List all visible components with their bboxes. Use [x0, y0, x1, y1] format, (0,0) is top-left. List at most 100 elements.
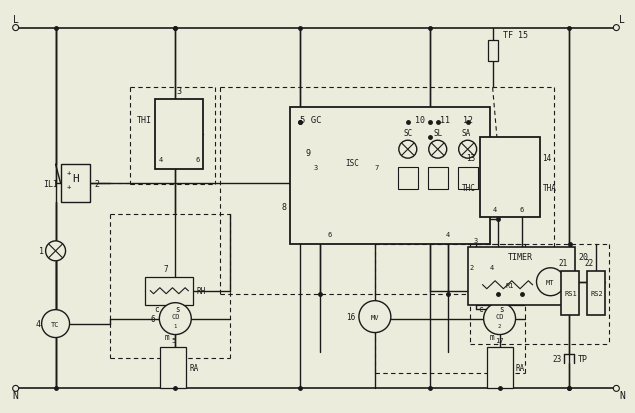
Text: CO: CO: [171, 313, 180, 319]
Text: 8: 8: [281, 203, 286, 212]
Text: 1: 1: [39, 247, 44, 256]
Text: SC: SC: [403, 129, 412, 138]
Circle shape: [46, 241, 65, 261]
Text: TIMER: TIMER: [507, 252, 533, 261]
Bar: [145, 277, 193, 305]
Circle shape: [613, 26, 619, 31]
Bar: [428, 168, 448, 190]
Text: +: +: [67, 184, 70, 190]
Text: 6: 6: [150, 314, 156, 323]
Text: 11: 11: [439, 116, 450, 125]
Text: 23: 23: [552, 354, 561, 363]
Text: 3: 3: [314, 165, 318, 171]
Text: 2: 2: [95, 179, 100, 188]
Text: 9: 9: [305, 148, 310, 157]
Text: 16: 16: [345, 312, 355, 321]
Text: 19: 19: [491, 264, 500, 273]
Text: RA: RA: [189, 363, 199, 372]
Circle shape: [399, 141, 417, 159]
Text: RH: RH: [196, 287, 206, 295]
Text: 5: 5: [171, 337, 175, 343]
Text: 7: 7: [375, 165, 379, 171]
Circle shape: [484, 303, 516, 335]
Text: THI: THI: [137, 116, 151, 124]
Text: 12: 12: [463, 116, 472, 125]
Text: TC: TC: [51, 321, 60, 327]
Text: 13: 13: [466, 153, 476, 162]
Circle shape: [537, 268, 565, 296]
Text: 14: 14: [542, 153, 552, 162]
Bar: [479, 138, 540, 217]
Text: R1: R1: [505, 282, 514, 288]
Text: 17: 17: [495, 337, 504, 343]
Text: 6: 6: [195, 157, 199, 163]
Bar: [60, 165, 91, 202]
Circle shape: [42, 310, 70, 338]
Bar: [476, 277, 523, 305]
Text: L: L: [619, 14, 625, 24]
Text: H: H: [72, 174, 79, 184]
Bar: [398, 168, 418, 190]
Text: TF 15: TF 15: [502, 31, 528, 40]
Text: 7: 7: [163, 264, 168, 273]
Text: L: L: [13, 14, 18, 24]
Text: MV: MV: [371, 314, 379, 320]
Text: 4: 4: [446, 231, 450, 237]
Circle shape: [159, 303, 191, 335]
Text: +: +: [67, 170, 70, 176]
Text: THC: THC: [462, 183, 476, 192]
Bar: [486, 347, 512, 389]
Text: N: N: [619, 390, 625, 401]
Text: RA: RA: [516, 363, 525, 372]
Bar: [488, 40, 498, 62]
Circle shape: [13, 385, 18, 392]
Bar: [587, 271, 605, 315]
Text: 4: 4: [493, 206, 497, 212]
Bar: [467, 247, 575, 305]
Bar: [161, 347, 186, 389]
Text: 2: 2: [470, 264, 474, 270]
Bar: [561, 271, 579, 315]
Text: c: c: [154, 304, 159, 313]
Text: 4: 4: [158, 157, 163, 163]
Text: m: m: [165, 332, 170, 341]
Text: SL: SL: [433, 129, 443, 138]
Text: TP: TP: [577, 354, 587, 363]
Circle shape: [359, 301, 391, 333]
Text: 21: 21: [558, 258, 568, 267]
Text: 3: 3: [474, 237, 478, 243]
Text: 2: 2: [498, 323, 501, 328]
Text: c: c: [478, 304, 483, 313]
Text: m: m: [490, 332, 494, 341]
Circle shape: [429, 141, 446, 159]
Text: RS2: RS2: [590, 290, 603, 296]
Text: N: N: [13, 390, 18, 401]
Bar: [156, 100, 203, 170]
Text: 6: 6: [328, 231, 332, 237]
Text: 10: 10: [415, 116, 425, 125]
Bar: [290, 108, 490, 244]
Text: 5 GC: 5 GC: [300, 116, 321, 125]
Text: 20: 20: [578, 252, 589, 261]
Text: 1: 1: [568, 294, 572, 300]
Text: MT: MT: [546, 279, 555, 285]
Text: 4: 4: [490, 264, 494, 270]
Text: 1: 1: [174, 323, 177, 328]
Text: 6: 6: [519, 206, 524, 212]
Text: 22: 22: [584, 258, 594, 267]
Text: RS1: RS1: [564, 290, 577, 296]
Text: ISC: ISC: [345, 158, 359, 167]
Text: CO: CO: [495, 313, 504, 319]
Text: RH: RH: [526, 287, 536, 295]
Circle shape: [13, 26, 18, 31]
Circle shape: [458, 141, 477, 159]
Text: 3: 3: [177, 87, 182, 96]
Text: s: s: [175, 304, 180, 313]
Text: 4: 4: [35, 319, 40, 328]
Text: THA: THA: [542, 183, 556, 192]
Text: SA: SA: [461, 129, 471, 138]
Bar: [458, 168, 478, 190]
Circle shape: [613, 385, 619, 392]
Text: ILI: ILI: [44, 179, 58, 188]
Text: s: s: [499, 304, 504, 313]
